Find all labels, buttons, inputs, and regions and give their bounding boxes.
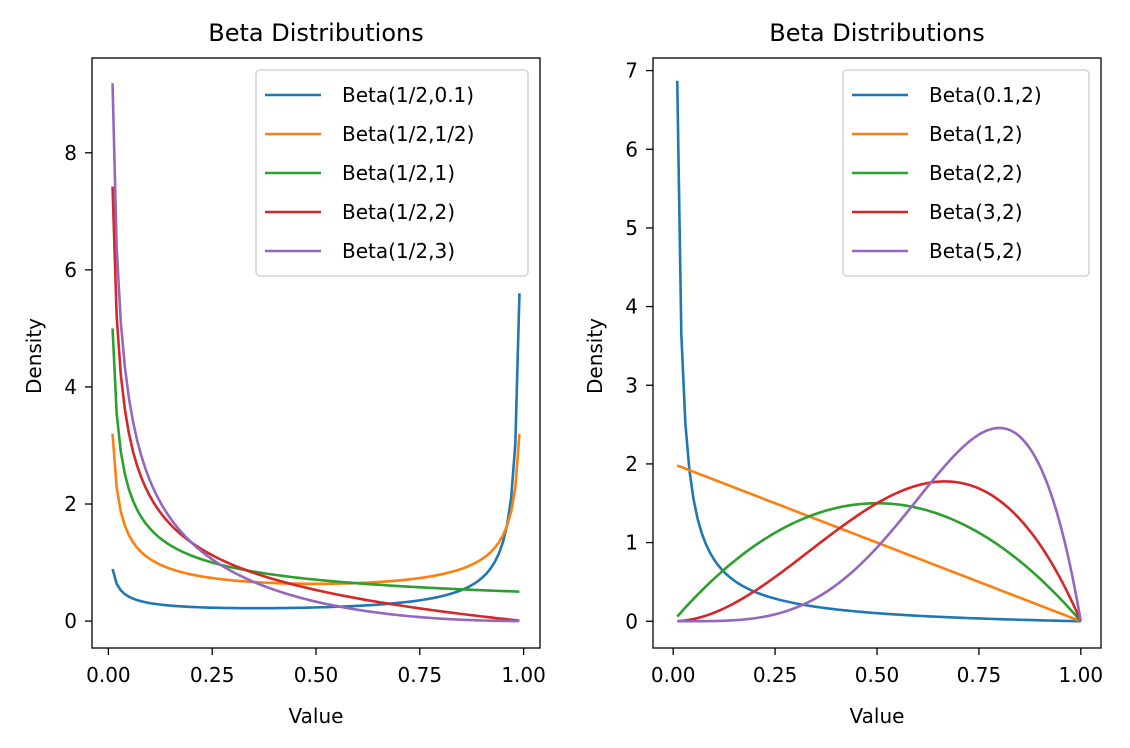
left-chart-panel: Beta Distributions Value Density 0.00 0.2… [22, 19, 546, 728]
right-legend-label: Beta(1,2) [929, 122, 1023, 146]
right-x-tick-label: 1.00 [1059, 663, 1104, 687]
right-y-tick-label: 6 [625, 137, 638, 161]
right-x-tick-label: 0.00 [651, 663, 696, 687]
left-legend-box [255, 69, 529, 277]
right-y-tick-label: 0 [625, 609, 638, 633]
left-y-tick-label: 0 [64, 609, 77, 633]
left-curves [111, 83, 521, 623]
right-series-line-1 [675, 80, 1081, 623]
left-y-tick-label: 4 [64, 375, 77, 399]
left-x-tick-label: 0.00 [86, 663, 131, 687]
right-legend-label: Beta(2,2) [929, 161, 1023, 185]
right-x-tick-label: 0.75 [957, 663, 1002, 687]
left-series-line-1 [111, 293, 521, 610]
right-legend-label: Beta(3,2) [929, 200, 1023, 224]
left-series-line-3 [111, 328, 520, 593]
left-legend: Beta(1/2,0.1) Beta(1/2,1/2) Beta(1/2,1) Bet… [255, 69, 529, 277]
right-curves [675, 80, 1083, 623]
right-x-tick-label: 0.25 [753, 663, 798, 687]
left-legend-label: Beta(1/2,1/2) [342, 122, 474, 146]
left-legend-label: Beta(1/2,1) [342, 161, 455, 185]
right-y-tick-label: 3 [625, 373, 638, 397]
left-legend-label: Beta(1/2,0.1) [342, 83, 474, 107]
left-series-line-4 [111, 186, 520, 622]
left-legend-label: Beta(1/2,2) [342, 200, 455, 224]
left-y-tick-label: 2 [64, 492, 77, 516]
left-x-tick-label: 0.50 [294, 663, 339, 687]
left-series-line-2 [111, 433, 521, 586]
right-y-tick-label: 4 [625, 295, 638, 319]
right-legend: Beta(0.1,2) Beta(1,2) Beta(2,2) Beta(3,2) Be… [842, 69, 1090, 277]
left-chart-title: Beta Distributions [208, 19, 424, 47]
right-y-tick-label: 7 [625, 59, 638, 83]
right-chart-title: Beta Distributions [769, 19, 985, 47]
left-x-axis-label: Value [289, 704, 344, 728]
right-chart-panel: Beta Distributions Value Density 0.00 0.2… [583, 19, 1103, 728]
left-x-tick-label: 0.75 [398, 663, 443, 687]
left-y-tick-label: 8 [64, 141, 77, 165]
right-x-tick-label: 0.50 [855, 663, 900, 687]
left-y-tick-label: 6 [64, 258, 77, 282]
right-y-tick-label: 2 [625, 452, 638, 476]
right-x-axis-label: Value [850, 704, 905, 728]
right-series-line-4 [677, 480, 1083, 623]
right-y-axis-label: Density [583, 318, 607, 394]
left-x-tick-label: 1.00 [501, 663, 546, 687]
left-series-line-5 [111, 83, 520, 623]
left-x-tick-label: 0.25 [190, 663, 235, 687]
right-y-tick-label: 1 [625, 531, 638, 555]
left-y-axis-label: Density [22, 318, 46, 394]
left-legend-label: Beta(1/2,3) [342, 239, 455, 263]
right-legend-box [842, 69, 1090, 277]
right-series-line-5 [677, 426, 1083, 623]
right-y-tick-label: 5 [625, 216, 638, 240]
right-legend-label: Beta(0.1,2) [929, 83, 1042, 107]
right-legend-label: Beta(5,2) [929, 239, 1023, 263]
